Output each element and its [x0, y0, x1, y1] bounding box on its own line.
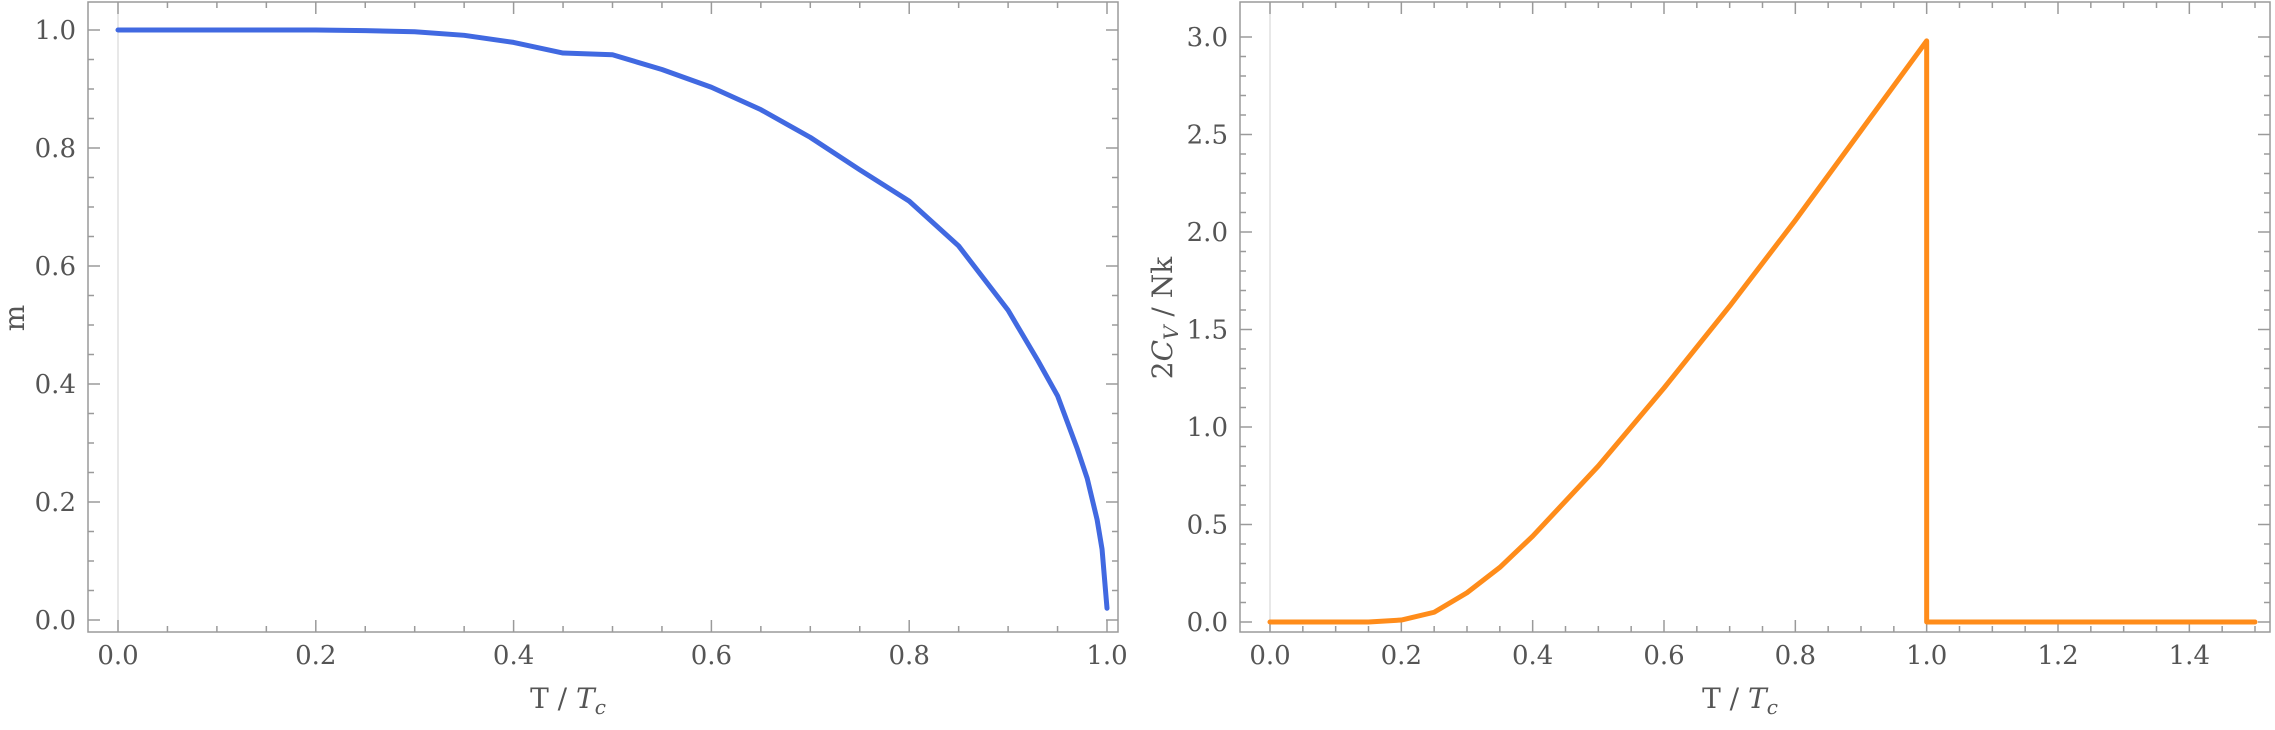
y-axis-title-symbol: C — [1146, 340, 1179, 361]
tick-marks — [88, 2, 1118, 632]
x-tick-label: 0.4 — [493, 641, 534, 671]
x-tick-label: 1.0 — [1086, 641, 1127, 671]
x-axis-title-subscript: c — [1767, 695, 1778, 719]
x-tick-labels: 0.0 0.2 0.4 0.6 0.8 1.0 1.2 1.4 — [1249, 641, 2210, 671]
x-axis-title-symbol: T — [576, 682, 597, 715]
x-tick-label: 0.2 — [1381, 641, 1422, 671]
heat-capacity-chart: 0.0 0.2 0.4 0.6 0.8 1.0 1.2 1.4 0.0 0.5 1.0 1.5 2.0… — [1146, 1, 2271, 719]
magnetization-curve — [115, 27, 1110, 611]
x-axis-title-main: T / — [530, 682, 576, 715]
y-tick-label: 0.2 — [35, 488, 76, 518]
y-tick-labels: 0.0 0.5 1.0 1.5 2.0 2.5 3.0 — [1187, 23, 1228, 638]
x-tick-labels: 0.0 0.2 0.4 0.6 0.8 1.0 — [97, 641, 1127, 671]
x-tick-label: 1.4 — [2169, 641, 2210, 671]
y-tick-label: 0.5 — [1187, 511, 1228, 541]
x-axis-title: T / Tc — [530, 682, 606, 719]
y-tick-label: 0.6 — [35, 252, 76, 282]
y-tick-label: 1.0 — [1187, 413, 1228, 443]
x-tick-label: 0.8 — [1775, 641, 1816, 671]
x-tick-label: 0.4 — [1512, 641, 1553, 671]
plot-frame — [87, 1, 1119, 633]
heat-capacity-curve — [1267, 38, 2258, 625]
y-tick-label: 0.0 — [1187, 608, 1228, 638]
y-axis-title-subscript: V — [1159, 323, 1183, 340]
y-tick-label: 1.5 — [1187, 316, 1228, 346]
x-tick-label: 0.0 — [97, 641, 138, 671]
x-axis-title-main: T / — [1702, 682, 1748, 715]
x-tick-label: 0.0 — [1249, 641, 1290, 671]
x-tick-label: 0.2 — [295, 641, 336, 671]
x-tick-label: 1.0 — [1906, 641, 1947, 671]
y-tick-label: 0.4 — [35, 370, 76, 400]
x-tick-label: 0.6 — [691, 641, 732, 671]
y-axis-title-prefix: 2 — [1146, 361, 1179, 379]
y-axis-title-suffix: / Nk — [1146, 256, 1179, 326]
y-axis-title: m — [0, 305, 31, 332]
y-tick-label: 0.0 — [35, 606, 76, 636]
x-axis-title: T / Tc — [1702, 682, 1778, 719]
y-tick-label: 1.0 — [35, 16, 76, 46]
x-axis-title-subscript: c — [595, 695, 606, 719]
y-axis-title: 2CV / Nk — [1146, 256, 1183, 379]
x-axis-title-symbol: T — [1748, 682, 1769, 715]
magnetization-chart: 0.0 0.2 0.4 0.6 0.8 1.0 0.0 0.2 0.4 0.6 0.8 1.0 T … — [0, 1, 1128, 719]
x-tick-label: 1.2 — [2037, 641, 2078, 671]
y-tick-labels: 0.0 0.2 0.4 0.6 0.8 1.0 — [35, 16, 76, 636]
x-tick-label: 0.8 — [889, 641, 930, 671]
tick-marks — [1240, 2, 2270, 632]
y-tick-label: 2.0 — [1187, 218, 1228, 248]
y-tick-label: 2.5 — [1187, 121, 1228, 151]
y-tick-label: 3.0 — [1187, 23, 1228, 53]
y-tick-label: 0.8 — [35, 134, 76, 164]
plot-frame — [1239, 1, 2271, 633]
x-tick-label: 0.6 — [1643, 641, 1684, 671]
